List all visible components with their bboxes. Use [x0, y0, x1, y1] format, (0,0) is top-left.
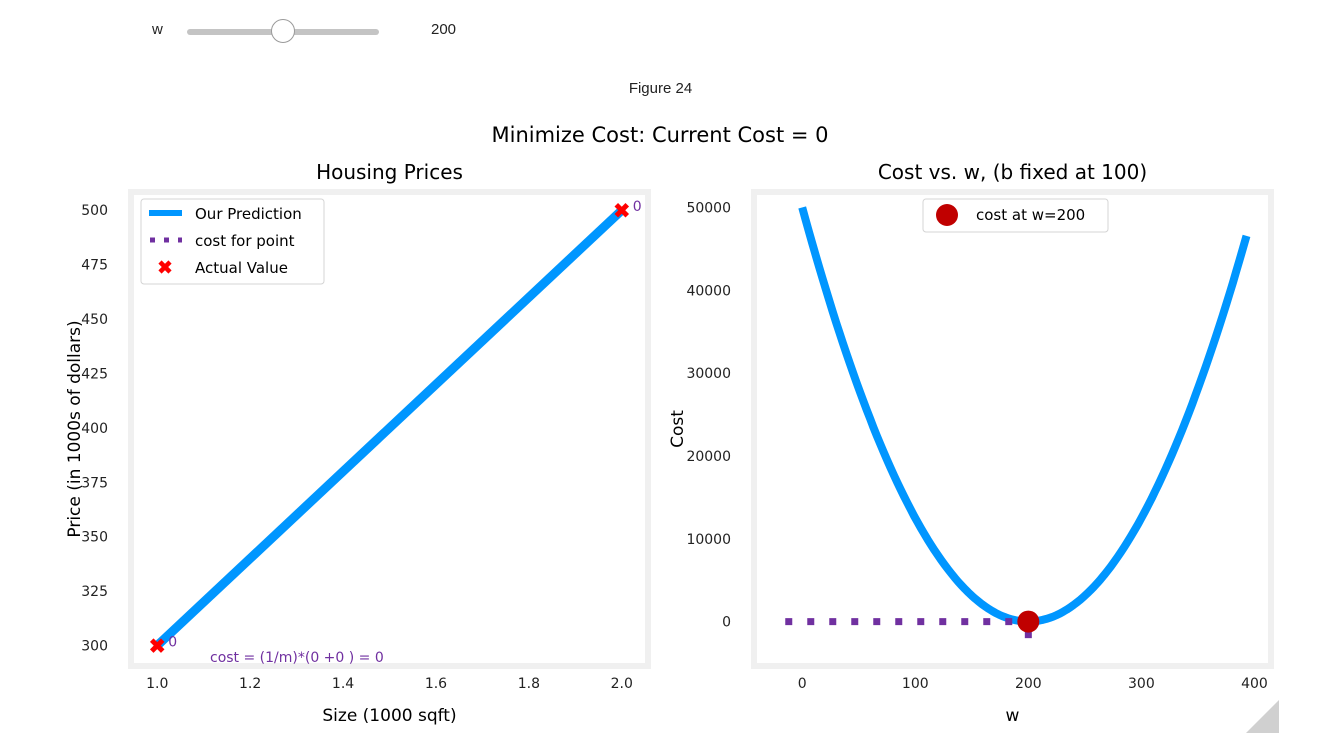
- current-cost-point: [1017, 610, 1040, 633]
- housing-chart-ytick-label: 375: [81, 475, 108, 491]
- point-cost-label: 0: [168, 635, 177, 651]
- cost-legend: cost at w=200: [922, 198, 1109, 233]
- resize-handle-icon[interactable]: [1246, 700, 1279, 733]
- housing-chart-ytick-label: 500: [81, 203, 108, 219]
- housing-chart-ytick-label: 450: [81, 312, 108, 328]
- housing-chart-xtick-label: 1.2: [239, 676, 261, 692]
- cost-chart-ytick-label: 0: [722, 615, 731, 631]
- legend-label: cost at w=200: [976, 206, 1085, 224]
- actual-value-marker: [149, 638, 165, 653]
- legend-point-swatch: [936, 204, 958, 226]
- legend-x-swatch: [158, 260, 172, 274]
- cost-chart-ytick-label: 20000: [686, 449, 731, 465]
- cost-chart-xtick-label: 400: [1241, 676, 1268, 692]
- legend-label: Our Prediction: [195, 205, 302, 223]
- housing-chart-ytick-label: 425: [81, 366, 108, 382]
- housing-chart-xtick-label: 1.4: [332, 676, 354, 692]
- housing-chart-xtick-label: 1.6: [425, 676, 447, 692]
- housing-chart-ytick-label: 325: [81, 584, 108, 600]
- cost-chart-xlabel: w: [1006, 706, 1020, 726]
- housing-chart-ylabel: Price (in 1000s of dollars): [65, 320, 85, 537]
- cost-chart-xtick-label: 100: [902, 676, 929, 692]
- cost-chart-xtick-label: 0: [798, 676, 807, 692]
- legend-box: [922, 198, 1109, 233]
- slider-label: w: [152, 21, 163, 38]
- legend-label: cost for point: [195, 232, 295, 250]
- housing-legend: Our Prediction cost for point Actual Value: [140, 198, 325, 285]
- housing-chart-title: Housing Prices: [316, 160, 463, 184]
- slider-value: 200: [431, 21, 457, 38]
- actual-value-marker-stroke: [149, 638, 165, 653]
- cost-chart-ytick-label: 30000: [686, 366, 731, 382]
- cost-chart-plot-area: [757, 195, 1268, 663]
- housing-chart-ytick-label: 400: [81, 421, 108, 437]
- cost-chart-ytick-label: 50000: [686, 200, 731, 216]
- housing-chart-xtick-label: 2.0: [611, 676, 633, 692]
- slider-handle[interactable]: [271, 19, 295, 43]
- housing-chart-xtick-label: 1.8: [518, 676, 540, 692]
- housing-chart-ytick-label: 300: [81, 639, 108, 655]
- prediction-line: [154, 206, 625, 649]
- cost-chart-ytick-label: 40000: [686, 283, 731, 299]
- cost-annotation: cost = (1/m)*(0 +0 ) = 0: [210, 650, 384, 666]
- housing-chart-ytick-label: 475: [81, 258, 108, 274]
- actual-value-marker-stroke: [614, 202, 630, 218]
- point-cost-label: 0: [633, 199, 642, 215]
- figure-suptitle: Minimize Cost: Current Cost = 0: [492, 123, 829, 147]
- housing-chart-xlabel: Size (1000 sqft): [322, 706, 456, 726]
- actual-value-marker: [614, 202, 630, 218]
- cost-chart-xtick-label: 300: [1128, 676, 1155, 692]
- cost-chart-ytick-label: 10000: [686, 532, 731, 548]
- figure-caption: Figure 24: [628, 80, 693, 97]
- housing-chart-xtick-label: 1.0: [146, 676, 168, 692]
- housing-chart-ytick-label: 350: [81, 530, 108, 546]
- cost-chart-xtick-label: 200: [1015, 676, 1042, 692]
- legend-label: Actual Value: [195, 259, 288, 277]
- cost-chart-title: Cost vs. w, (b fixed at 100): [878, 160, 1147, 184]
- w-slider-widget: w 200: [0, 0, 1321, 64]
- legend-box: [140, 198, 325, 285]
- cost-chart-ylabel: Cost: [668, 410, 688, 448]
